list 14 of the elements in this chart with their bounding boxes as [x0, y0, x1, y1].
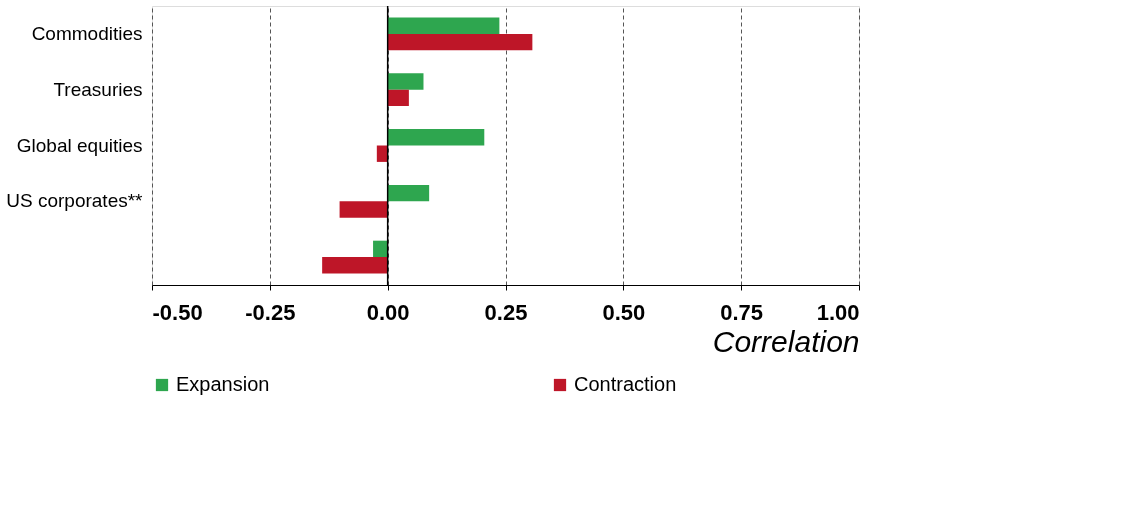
x-tick-label: 0.50	[602, 299, 646, 325]
x-tick-label: 0.25	[484, 299, 528, 325]
x-tick-label: -0.25	[245, 299, 296, 325]
x-tick-label: 0.00	[366, 299, 410, 325]
y-tick-label: Global equities	[16, 134, 143, 156]
y-tick-label: Treasuries	[53, 78, 143, 100]
legend-label: Contraction	[574, 373, 677, 395]
legend-label: Expansion	[176, 373, 270, 395]
x-tick-label: 0.75	[720, 299, 764, 325]
x-axis-title: Correlation	[712, 324, 860, 358]
y-tick-label: Commodities	[31, 22, 143, 44]
x-tick-label: -0.50	[152, 299, 203, 325]
y-tick-label: US corporates**	[6, 190, 144, 212]
x-tick-label: 1.00	[816, 299, 860, 325]
